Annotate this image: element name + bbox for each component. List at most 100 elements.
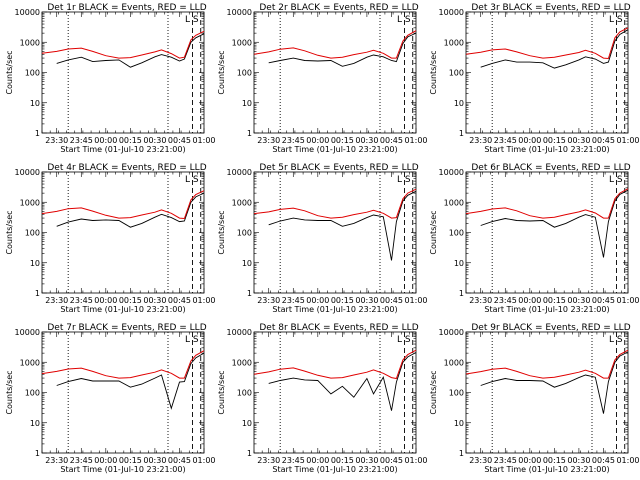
y-axis-label: Counts/sec [429,370,438,414]
x-tick-label: 00:45 [592,296,615,305]
x-tick-label: 00:30 [355,296,378,305]
marker-annotation-l: L [397,15,402,25]
y-axis-label: Counts/sec [217,210,226,254]
x-tick-label: 00:00 [94,136,117,145]
y-tick-label: 1000 [444,38,464,47]
x-tick-label: 23:30 [469,136,492,145]
y-tick-label: 100 [25,69,40,78]
x-tick-label: 00:45 [168,296,191,305]
x-tick-label: 00:45 [380,296,403,305]
plot-frame [41,11,205,134]
plot-frame [253,331,417,454]
x-tick-label: 23:30 [45,136,68,145]
x-axis-label: Start Time (01-Jul-10 23:21:00) [272,305,397,314]
y-tick-label: 1000 [444,358,464,367]
panel-title: Det 7r BLACK = Events, RED = LLD [47,323,206,333]
y-tick-label: 10000 [227,8,252,17]
x-tick-label: 23:45 [70,296,93,305]
x-tick-label: 23:30 [257,136,280,145]
y-tick-label: 10 [454,419,464,428]
x-tick-label: 00:00 [518,456,541,465]
lld-series-line [465,27,629,60]
events-series-line [480,189,629,258]
y-tick-label: 1 [35,129,40,138]
marker-annotation-s: S [193,175,199,185]
x-axis-label: Start Time (01-Jul-10 23:21:00) [272,145,397,154]
plot-frame [41,171,205,294]
plot-frame [465,11,629,134]
panel-title: Det 5r BLACK = Events, RED = LLD [259,163,418,173]
x-tick-label: 00:15 [331,456,354,465]
x-tick-label: 23:45 [70,136,93,145]
marker-annotation-l: L [397,335,402,345]
y-tick-label: 10 [242,99,252,108]
marker-annotation-s: S [405,15,411,25]
x-tick-label: 00:30 [567,136,590,145]
x-tick-label: 00:15 [543,456,566,465]
marker-annotation-l: L [609,335,614,345]
y-tick-label: 100 [449,389,464,398]
x-tick-label: 01:00 [616,296,639,305]
y-tick-label: 1 [35,449,40,458]
plot-frame [253,171,417,294]
x-tick-label: 01:00 [616,136,639,145]
panel-title: Det 6r BLACK = Events, RED = LLD [471,163,630,173]
panel-title: Det 3r BLACK = Events, RED = LLD [471,3,630,13]
marker-annotation-l: L [185,15,190,25]
x-tick-label: 00:15 [119,136,142,145]
y-tick-label: 10 [30,419,40,428]
x-tick-label: 00:30 [567,456,590,465]
x-tick-label: 00:45 [168,456,191,465]
events-series-line [56,192,205,228]
y-tick-label: 10 [30,259,40,268]
y-tick-label: 1000 [232,198,252,207]
x-axis-label: Start Time (01-Jul-10 23:21:00) [484,145,609,154]
y-tick-label: 1 [247,129,252,138]
panel-det-5r: Det 5r BLACK = Events, RED = LLD 1 10 100 10… [217,163,428,314]
events-series-line [480,29,629,69]
marker-annotation-l: L [185,335,190,345]
panel-det-9r: Det 9r BLACK = Events, RED = LLD 1 10 100 10… [429,323,640,474]
x-tick-label: 00:00 [306,296,329,305]
y-axis-label: Counts/sec [429,50,438,94]
x-tick-label: 01:00 [404,296,427,305]
plot-frame [465,331,629,454]
y-tick-label: 1000 [444,198,464,207]
panel-title: Det 1r BLACK = Events, RED = LLD [47,3,206,13]
y-tick-label: 10000 [439,8,464,17]
y-tick-label: 100 [449,69,464,78]
y-tick-label: 1000 [232,358,252,367]
y-axis-label: Counts/sec [5,370,14,414]
panel-title: Det 9r BLACK = Events, RED = LLD [471,323,630,333]
y-tick-label: 1000 [232,38,252,47]
x-tick-label: 00:15 [543,296,566,305]
y-tick-label: 10000 [15,328,40,337]
marker-annotation-l: L [397,175,402,185]
x-tick-label: 01:00 [404,136,427,145]
y-tick-label: 100 [237,69,252,78]
marker-annotation-s: S [617,335,623,345]
y-axis-label: Counts/sec [429,210,438,254]
y-tick-label: 100 [237,389,252,398]
x-axis-label: Start Time (01-Jul-10 23:21:00) [272,465,397,474]
panel-title: Det 2r BLACK = Events, RED = LLD [259,3,418,13]
marker-annotation-s: S [193,335,199,345]
x-tick-label: 00:00 [518,296,541,305]
y-tick-label: 10000 [227,328,252,337]
x-tick-label: 00:30 [143,296,166,305]
y-tick-label: 100 [449,229,464,238]
x-tick-label: 00:45 [380,136,403,145]
panel-det-3r: Det 3r BLACK = Events, RED = LLD 1 10 100 10… [429,3,640,154]
x-tick-label: 00:30 [567,296,590,305]
x-tick-label: 01:00 [192,296,215,305]
x-tick-label: 01:00 [404,456,427,465]
x-tick-label: 01:00 [192,136,215,145]
plot-frame [41,331,205,454]
x-axis-label: Start Time (01-Jul-10 23:21:00) [60,465,185,474]
lld-series-line [41,30,205,59]
marker-annotation-s: S [617,175,623,185]
lld-series-line [465,188,629,219]
x-tick-label: 00:15 [119,456,142,465]
marker-annotation-s: S [617,15,623,25]
x-axis-label: Start Time (01-Jul-10 23:21:00) [60,145,185,154]
